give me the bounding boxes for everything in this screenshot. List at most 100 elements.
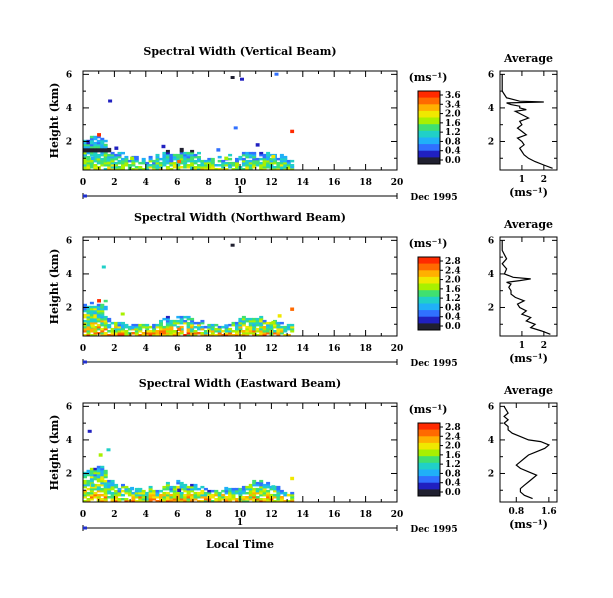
- heatmap-cell: [252, 481, 257, 485]
- y-axis-label: Height (km): [48, 83, 61, 159]
- heatmap-cell: [217, 332, 222, 335]
- heatmap-cell: [252, 489, 257, 493]
- heatmap-cell: [89, 139, 94, 143]
- heatmap-cell: [279, 332, 284, 335]
- heatmap-cell: [230, 76, 235, 79]
- heatmap-cell: [224, 168, 229, 170]
- heatmap-cell: [86, 141, 91, 145]
- heatmap-cell: [100, 473, 105, 477]
- heatmap-cell: [134, 500, 139, 502]
- heatmap-cell: [110, 321, 115, 325]
- heatmap-cell: [107, 155, 112, 159]
- heatmap-cell: [103, 319, 108, 323]
- heatmap-cell: [141, 323, 146, 327]
- heatmap-cell: [276, 491, 281, 495]
- heatmap-cell: [290, 325, 295, 329]
- heatmap-cell: [96, 303, 101, 307]
- heatmap-cell: [141, 491, 146, 495]
- heatmap-cell: [286, 500, 291, 502]
- heatmap-cell: [190, 489, 195, 493]
- heatmap-cell: [179, 483, 184, 487]
- y-tick-label: 2: [66, 137, 72, 147]
- average-x-tick-label: 1: [519, 341, 525, 351]
- heatmap-cell: [235, 161, 239, 165]
- heatmap-cell: [245, 151, 250, 155]
- heatmap-cell: [93, 469, 98, 473]
- heatmap-cell: [245, 317, 250, 321]
- heatmap-cell: [179, 153, 184, 157]
- heatmap-cell: [276, 332, 281, 335]
- heatmap-cell: [107, 161, 112, 165]
- heatmap-cell: [89, 147, 94, 151]
- heatmap-cell: [124, 325, 129, 329]
- heatmap-cell: [152, 168, 157, 170]
- heatmap-cell: [162, 498, 167, 501]
- heatmap-cell: [162, 317, 167, 321]
- heatmap-cell: [214, 493, 219, 497]
- heatmap-cell: [145, 168, 150, 170]
- heatmap-cell: [93, 164, 98, 167]
- heatmap-cell: [290, 476, 295, 481]
- heatmap-cell: [190, 164, 195, 167]
- heatmap-cell: [266, 153, 271, 157]
- heatmap-cell: [117, 168, 122, 170]
- heatmap-cell: [93, 313, 98, 317]
- heatmap-cell: [169, 493, 174, 497]
- heatmap-cell: [110, 479, 115, 483]
- heatmap-cell: [134, 489, 139, 493]
- heatmap-cell: [172, 493, 177, 497]
- heatmap-cell: [273, 168, 277, 170]
- heatmap-cell: [290, 307, 295, 311]
- heatmap-cell: [110, 153, 115, 157]
- heatmap-cell: [159, 319, 163, 323]
- heatmap-cell: [98, 453, 103, 457]
- heatmap-cell: [176, 155, 181, 159]
- heatmap-cell: [100, 139, 105, 143]
- heatmap-cell: [203, 166, 208, 169]
- heatmap-cell: [235, 159, 239, 163]
- heatmap-cell: [162, 332, 167, 335]
- heatmap-cell: [172, 319, 177, 323]
- heatmap-cell: [245, 319, 250, 323]
- heatmap-cell: [110, 491, 115, 495]
- heatmap-cell: [96, 485, 101, 489]
- heatmap-cell: [155, 493, 160, 497]
- heatmap-cell: [207, 168, 212, 170]
- heatmap-cell: [103, 164, 108, 167]
- heatmap-cell: [269, 325, 274, 329]
- heatmap-cell: [283, 493, 288, 497]
- heatmap-cell: [252, 323, 257, 327]
- average-y-tick-label: 6: [488, 70, 494, 80]
- heatmap-cell: [252, 319, 257, 323]
- heatmap-cell: [259, 164, 264, 167]
- heatmap-cell: [186, 151, 191, 155]
- y-axis-label: Height (km): [48, 415, 61, 491]
- heatmap-cell: [203, 334, 208, 336]
- heatmap-cell: [176, 164, 181, 167]
- heatmap-cell: [162, 155, 167, 159]
- heatmap-cell: [110, 164, 115, 167]
- heatmap-cell: [262, 166, 267, 169]
- heatmap-cell: [96, 313, 101, 317]
- heatmap-cell: [96, 473, 101, 477]
- heatmap-cell: [193, 491, 198, 495]
- heatmap-cell: [155, 489, 160, 493]
- x-tick-label: 2: [111, 344, 117, 354]
- y-tick-label: 4: [66, 270, 72, 280]
- heatmap-cell: [252, 487, 257, 491]
- heatmap-cell: [131, 159, 136, 163]
- heatmap-cell: [269, 161, 274, 165]
- heatmap-cell: [190, 319, 195, 323]
- heatmap-cell: [100, 332, 105, 335]
- heatmap-cell: [179, 155, 184, 159]
- heatmap-cell: [141, 157, 146, 161]
- heatmap-cell: [286, 493, 291, 497]
- heatmap-cell: [107, 479, 112, 483]
- heatmap-cell: [114, 332, 119, 335]
- heatmap-cell: [110, 157, 115, 161]
- day-label: 1: [237, 352, 243, 362]
- heatmap-cell: [127, 493, 132, 497]
- heatmap-cell: [252, 479, 257, 483]
- heatmap-cell: [165, 151, 170, 155]
- heatmap-cell: [241, 323, 246, 327]
